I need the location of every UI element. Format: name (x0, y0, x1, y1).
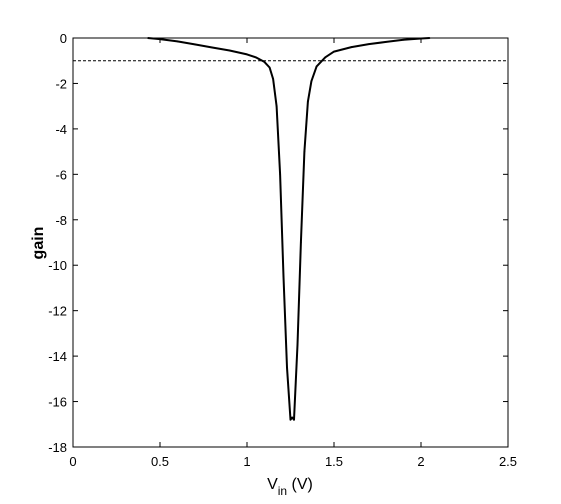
x-tick-label: 2.5 (499, 454, 517, 469)
data-point (350, 46, 353, 48)
x-tick-label: 0 (69, 454, 76, 469)
data-point (159, 38, 161, 40)
data-point (300, 241, 302, 244)
data-point (333, 50, 335, 53)
data-point (291, 416, 294, 419)
axis-tick-labels: 0 0.5 1 1.5 2 2.5 0 -2 -4 -6 -8 -10 -12 -14 -16 -18 (48, 31, 517, 469)
y-axis-label: gain (30, 227, 47, 260)
data-point (147, 37, 149, 39)
data-point (293, 418, 295, 421)
data-point (272, 78, 274, 80)
data-point (307, 100, 309, 103)
data-point (310, 80, 313, 82)
data-point (279, 173, 281, 176)
data-point (228, 49, 231, 52)
x-axis-label-main: V (267, 476, 278, 493)
y-tick-label: -18 (48, 440, 67, 455)
x-axis-label-subscript: in (278, 484, 287, 498)
data-point (286, 366, 288, 369)
y-tick-label: -14 (48, 349, 67, 364)
x-tick-label: 2 (417, 454, 424, 469)
data-point (385, 41, 388, 43)
y-tick-label: -16 (48, 395, 67, 410)
x-tick-label: 0.5 (151, 454, 169, 469)
data-point (254, 56, 257, 59)
data-point (268, 66, 271, 69)
series-points (147, 37, 431, 421)
data-point (176, 40, 179, 43)
data-point (211, 46, 213, 49)
x-axis-label: Vin (V) (267, 476, 313, 498)
y-tick-label: -4 (55, 122, 67, 137)
data-point (289, 418, 292, 421)
y-tick-label: -12 (48, 304, 67, 319)
y-tick-label: -2 (55, 76, 67, 91)
data-point (275, 105, 278, 107)
y-tick-label: -8 (55, 213, 67, 228)
data-point (303, 150, 306, 153)
x-axis-label-unit: (V) (287, 476, 313, 493)
axis-ticks (72, 37, 509, 448)
y-tick-label: -6 (55, 167, 67, 182)
series-line (147, 37, 430, 421)
y-tick-label: -10 (48, 258, 67, 273)
data-point (296, 343, 299, 346)
data-point (324, 56, 327, 59)
data-point (428, 37, 431, 39)
x-tick-label: 1 (243, 454, 250, 469)
data-point (263, 61, 266, 63)
plot-area (72, 37, 509, 448)
data-point (282, 275, 285, 278)
y-tick-label: 0 (60, 31, 67, 46)
data-point (194, 43, 196, 46)
data-point (315, 65, 318, 68)
data-point (368, 43, 370, 45)
x-tick-label: 1.5 (325, 454, 343, 469)
data-point (402, 39, 405, 41)
data-point (246, 53, 248, 56)
data-point (420, 37, 422, 40)
